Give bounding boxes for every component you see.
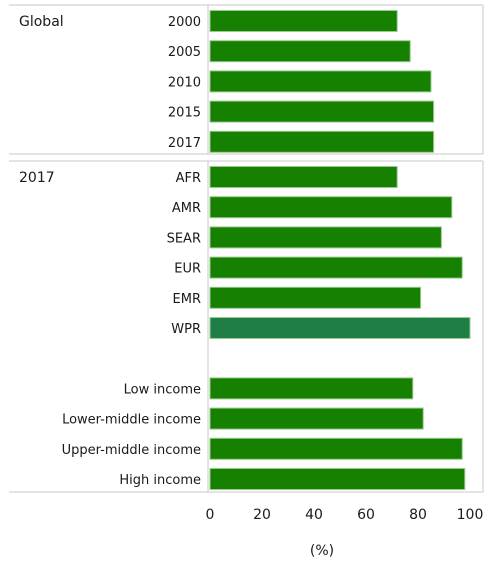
x-tick-label: 20 — [253, 507, 271, 523]
category-label: AFR — [176, 171, 201, 186]
category-label: 2010 — [168, 75, 201, 90]
category-label: Lower-middle income — [62, 413, 201, 428]
category-label: 2000 — [168, 15, 201, 30]
bar — [209, 196, 453, 219]
category-label: AMR — [172, 201, 201, 216]
bar — [209, 407, 424, 430]
category-label: 2005 — [168, 45, 201, 60]
bar — [209, 100, 435, 123]
bar — [209, 286, 422, 309]
bar — [209, 130, 435, 153]
panel-title: 2017 — [19, 170, 55, 186]
x-axis-label: (%) — [310, 543, 334, 559]
bar — [209, 377, 414, 400]
bar — [209, 10, 398, 32]
bar — [209, 166, 398, 188]
category-label: EUR — [174, 262, 201, 277]
bar — [209, 317, 471, 339]
x-tick-label: 100 — [457, 507, 484, 523]
bar — [209, 40, 411, 63]
x-tick-label: 80 — [409, 507, 427, 523]
category-label: Upper-middle income — [62, 443, 201, 458]
x-tick-label: 0 — [206, 507, 215, 523]
x-tick-label: 40 — [305, 507, 323, 523]
category-label: EMR — [173, 292, 201, 307]
bar — [209, 468, 466, 490]
bar — [209, 256, 463, 279]
bar — [209, 226, 442, 249]
category-label: WPR — [171, 322, 201, 337]
x-tick-label: 60 — [357, 507, 375, 523]
category-label: High income — [119, 473, 201, 488]
bar — [209, 70, 432, 93]
panel-title: Global — [19, 14, 64, 30]
category-label: 2015 — [168, 106, 201, 121]
category-label: 2017 — [168, 136, 201, 151]
category-label: Low income — [124, 382, 201, 397]
bar — [209, 437, 463, 460]
category-label: SEAR — [167, 231, 201, 246]
